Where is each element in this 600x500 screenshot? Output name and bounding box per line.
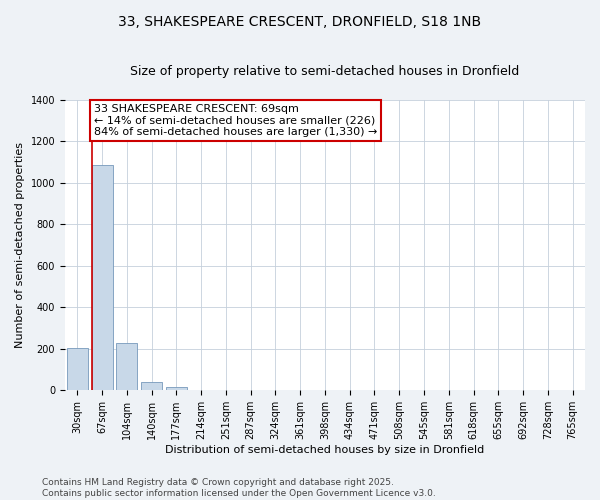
Text: 33, SHAKESPEARE CRESCENT, DRONFIELD, S18 1NB: 33, SHAKESPEARE CRESCENT, DRONFIELD, S18… xyxy=(118,15,482,29)
Y-axis label: Number of semi-detached properties: Number of semi-detached properties xyxy=(15,142,25,348)
Bar xyxy=(67,348,88,391)
Bar xyxy=(166,387,187,390)
Text: Contains HM Land Registry data © Crown copyright and database right 2025.
Contai: Contains HM Land Registry data © Crown c… xyxy=(42,478,436,498)
Bar xyxy=(141,382,162,390)
Text: 33 SHAKESPEARE CRESCENT: 69sqm
← 14% of semi-detached houses are smaller (226)
8: 33 SHAKESPEARE CRESCENT: 69sqm ← 14% of … xyxy=(94,104,377,138)
Bar xyxy=(116,342,137,390)
X-axis label: Distribution of semi-detached houses by size in Dronfield: Distribution of semi-detached houses by … xyxy=(166,445,485,455)
Bar xyxy=(92,166,113,390)
Title: Size of property relative to semi-detached houses in Dronfield: Size of property relative to semi-detach… xyxy=(130,65,520,78)
